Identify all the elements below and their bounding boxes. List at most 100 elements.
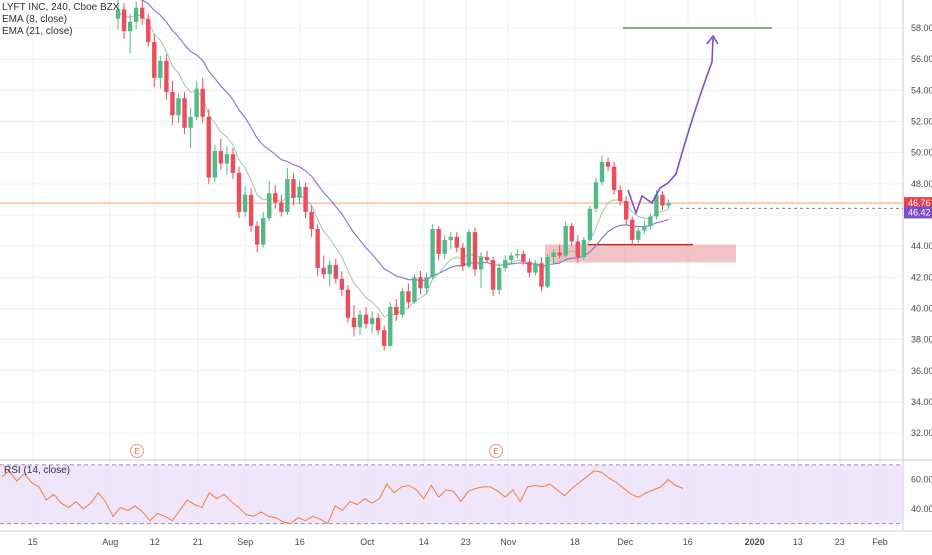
price-axis-label: 40.00 — [911, 303, 932, 313]
support-zone[interactable] — [545, 244, 736, 263]
rsi-axis-label: 40.00 — [911, 504, 932, 514]
candle-body — [382, 330, 387, 346]
candle-body — [496, 267, 502, 290]
ema-21-line — [140, 0, 669, 281]
candle-body — [648, 216, 653, 226]
legend-ema-slow[interactable]: EMA (21, close) — [2, 26, 73, 37]
price-axis-label: 56.00 — [911, 54, 932, 64]
candle-body — [133, 7, 139, 22]
candle-body — [587, 208, 593, 240]
candle-body — [121, 9, 127, 32]
time-axis-label: Sep — [237, 537, 253, 547]
time-axis-label: 21 — [193, 537, 203, 547]
candle-body — [400, 291, 405, 315]
price-axis-label: 48.00 — [911, 179, 932, 189]
candle-body — [442, 239, 447, 254]
price-axis-label: 54.00 — [911, 85, 932, 95]
candle-body — [599, 162, 605, 183]
candle-body — [279, 202, 284, 212]
candle-body — [182, 98, 187, 128]
legend-ema-fast[interactable]: EMA (8, close) — [2, 14, 68, 25]
candle-body — [490, 260, 496, 290]
candle-body — [339, 278, 345, 290]
candle-body — [321, 267, 326, 275]
candle-body — [351, 317, 357, 328]
candle-body — [630, 219, 635, 240]
candle-body — [563, 225, 568, 256]
candle-body — [660, 194, 665, 206]
earnings-marker-label: E — [134, 447, 139, 456]
time-axis-label: 13 — [793, 537, 803, 547]
candle-body — [327, 264, 332, 275]
candle-body — [206, 116, 211, 178]
candle-body — [273, 193, 278, 203]
candle-body — [569, 225, 574, 242]
candle-body — [388, 306, 393, 346]
time-axis-label: Oct — [360, 537, 375, 547]
time-axis-label: Dec — [617, 537, 634, 547]
candle-body — [539, 263, 544, 287]
rsi-legend: RSI (14, close) — [4, 465, 70, 476]
price-axis-label: 32.00 — [911, 428, 932, 438]
candle-body — [357, 314, 363, 328]
last-price-badge — [904, 197, 932, 210]
candle-body — [158, 60, 163, 78]
candle-body — [611, 166, 617, 191]
time-axis-label: 23 — [461, 537, 471, 547]
ema-8-line — [117, 11, 669, 318]
candle-body — [254, 225, 260, 245]
candle-body — [472, 232, 478, 270]
candle-body — [242, 194, 248, 212]
candle-body — [557, 252, 562, 256]
candle-body — [369, 317, 375, 325]
time-axis-label: 18 — [570, 537, 580, 547]
candle-body — [115, 9, 121, 19]
price-axis-label: 38.00 — [911, 335, 932, 345]
candle-body — [533, 263, 538, 273]
candle-body — [170, 91, 175, 116]
rsi-band — [0, 464, 903, 524]
earnings-marker[interactable] — [130, 444, 144, 458]
candle-body — [406, 291, 411, 303]
candle-body — [436, 229, 441, 254]
price-axis-label: 44.00 — [911, 241, 932, 251]
price-axis-label: 34.00 — [911, 397, 932, 407]
candle-body — [478, 257, 484, 270]
time-axis-label: Nov — [500, 537, 517, 547]
candle-body — [424, 277, 429, 289]
candle-body — [152, 42, 157, 78]
candle-body — [230, 154, 236, 173]
candle-body — [212, 151, 217, 178]
candle-body — [363, 314, 369, 325]
legend-symbol[interactable]: LYFT INC, 240, Cboe BZX — [2, 2, 120, 13]
candle-body — [527, 261, 532, 273]
candle-body — [466, 232, 472, 267]
candle-body — [140, 7, 145, 19]
candle-body — [285, 179, 290, 212]
candle-body — [624, 200, 629, 220]
candle-body — [267, 193, 272, 219]
candle-body — [605, 162, 611, 167]
ema-price-label: 46.42 — [908, 207, 931, 217]
candle-body — [176, 98, 181, 116]
candle-body — [654, 194, 659, 217]
candle-body — [642, 225, 647, 231]
candle-body — [617, 190, 623, 201]
earnings-marker[interactable] — [489, 444, 503, 458]
candle-body — [248, 194, 254, 226]
earnings-marker-label: E — [493, 447, 498, 456]
candle-body — [146, 18, 151, 43]
candle-body — [261, 218, 266, 245]
candle-body — [224, 154, 230, 164]
candle-body — [188, 116, 193, 128]
price-axis-label: 36.00 — [911, 366, 932, 376]
time-axis-label: 16 — [295, 537, 305, 547]
projection-arrowhead — [706, 34, 719, 45]
candle-body — [303, 186, 308, 212]
candle-body — [345, 289, 351, 318]
price-axis-label: 52.00 — [911, 117, 932, 127]
candle-body — [551, 252, 556, 258]
candle-body — [291, 179, 296, 198]
projection-arrow[interactable] — [627, 37, 714, 216]
